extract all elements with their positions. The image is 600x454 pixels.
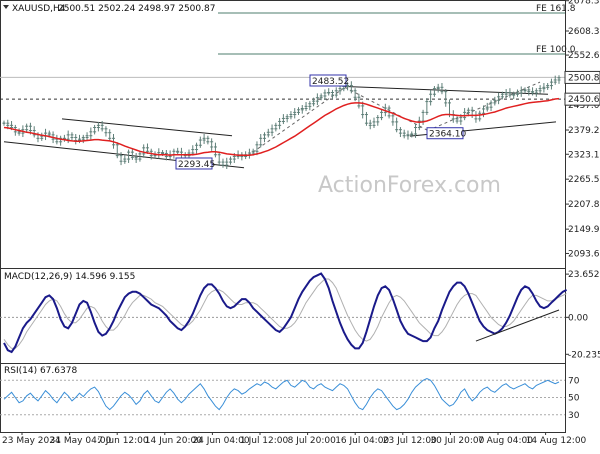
- price-y-tick-label: 2093.65: [568, 249, 600, 259]
- price-annotation-box: [175, 157, 213, 170]
- x-axis-tick-label: 1 Jul 12:00: [240, 436, 289, 446]
- macd-line: [3, 272, 568, 354]
- fib-level-label: FE 100.0: [536, 45, 576, 55]
- x-axis-tick-label: 14 Aug 12:00: [526, 436, 587, 446]
- channel-upper-line: [61, 118, 233, 137]
- price-annotation-label: 2364.10: [429, 130, 466, 140]
- price-tag-label: 2450.60: [568, 95, 600, 105]
- macd-trendline: [475, 309, 560, 342]
- x-axis-tick-label: 23 May 2024: [2, 436, 61, 446]
- price-y-tick-label: 2207.85: [568, 200, 600, 210]
- x-axis-tick-label: 7 Aug 04:00: [478, 436, 533, 446]
- rsi-y-tick-label: 50: [568, 394, 580, 404]
- rsi-y-tick-label: 70: [568, 376, 580, 386]
- price-y-tick-label: 2379.20: [568, 126, 600, 136]
- price-y-tick-label: 2149.90: [568, 225, 600, 235]
- macd-y-tick-label: 23.652: [568, 270, 600, 280]
- price-tag-box: [564, 92, 600, 106]
- projection-dashed-line: [247, 86, 346, 157]
- watermark: ActionForex.com: [318, 173, 501, 198]
- price-y-tick-label: 2608.30: [568, 27, 600, 37]
- x-axis-tick-label: 7 Jun 12:00: [97, 436, 149, 446]
- x-axis-tick-label: 31 May 04:00: [50, 436, 112, 446]
- price-y-tick-label: 2678.35: [568, 0, 600, 7]
- price-annotation-box: [426, 127, 464, 140]
- rsi-header: RSI(14) 67.6378: [4, 366, 77, 376]
- moving-average-line: [3, 97, 560, 156]
- price-tag-box: [564, 70, 600, 84]
- projection-dashed-line: [427, 81, 541, 132]
- x-axis-tick-label: 8 Jul 20:00: [288, 436, 337, 446]
- price-pane-frame: [0, 0, 566, 269]
- price-annotation-box: [309, 74, 347, 87]
- macd-y-tick-label: -20.235: [568, 350, 600, 360]
- x-axis-tick-label: 30 Jul 20:00: [430, 436, 484, 446]
- rsi-y-tick-label: 30: [568, 411, 580, 421]
- fib-level-label: FE 161.8: [536, 4, 576, 14]
- price-tag-label: 2500.87: [568, 73, 600, 83]
- price-annotation-label: 2483.52: [312, 77, 349, 87]
- macd-signal-line: [3, 278, 567, 349]
- x-axis-tick-label: 23 Jul 12:00: [383, 436, 437, 446]
- projection-dashed-line: [344, 86, 429, 131]
- price-y-tick-label: 2265.50: [568, 175, 600, 185]
- price-y-tick-label: 2437.00: [568, 101, 600, 111]
- x-axis-tick-label: 16 Jul 04:00: [335, 436, 389, 446]
- macd-y-tick-label: 0.00: [568, 313, 588, 323]
- macd-pane-frame: [0, 268, 566, 364]
- price-y-tick-label: 2323.15: [568, 150, 600, 160]
- price-annotation-label: 2293.45: [178, 160, 215, 170]
- collapse-icon: [3, 5, 9, 9]
- macd-header: MACD(12,26,9) 14.596 9.155: [4, 272, 135, 282]
- ohlc-header: 2500.51 2502.24 2498.97 2500.87: [58, 4, 215, 14]
- price-y-tick-label: 2552.60: [568, 51, 600, 61]
- x-axis-tick-label: 24 Jun 04:00: [192, 436, 249, 446]
- x-axis-tick-label: 14 Jun 20:00: [145, 436, 202, 446]
- rsi-line: [3, 377, 560, 411]
- symbol-header: XAUUSD,H4: [12, 4, 66, 14]
